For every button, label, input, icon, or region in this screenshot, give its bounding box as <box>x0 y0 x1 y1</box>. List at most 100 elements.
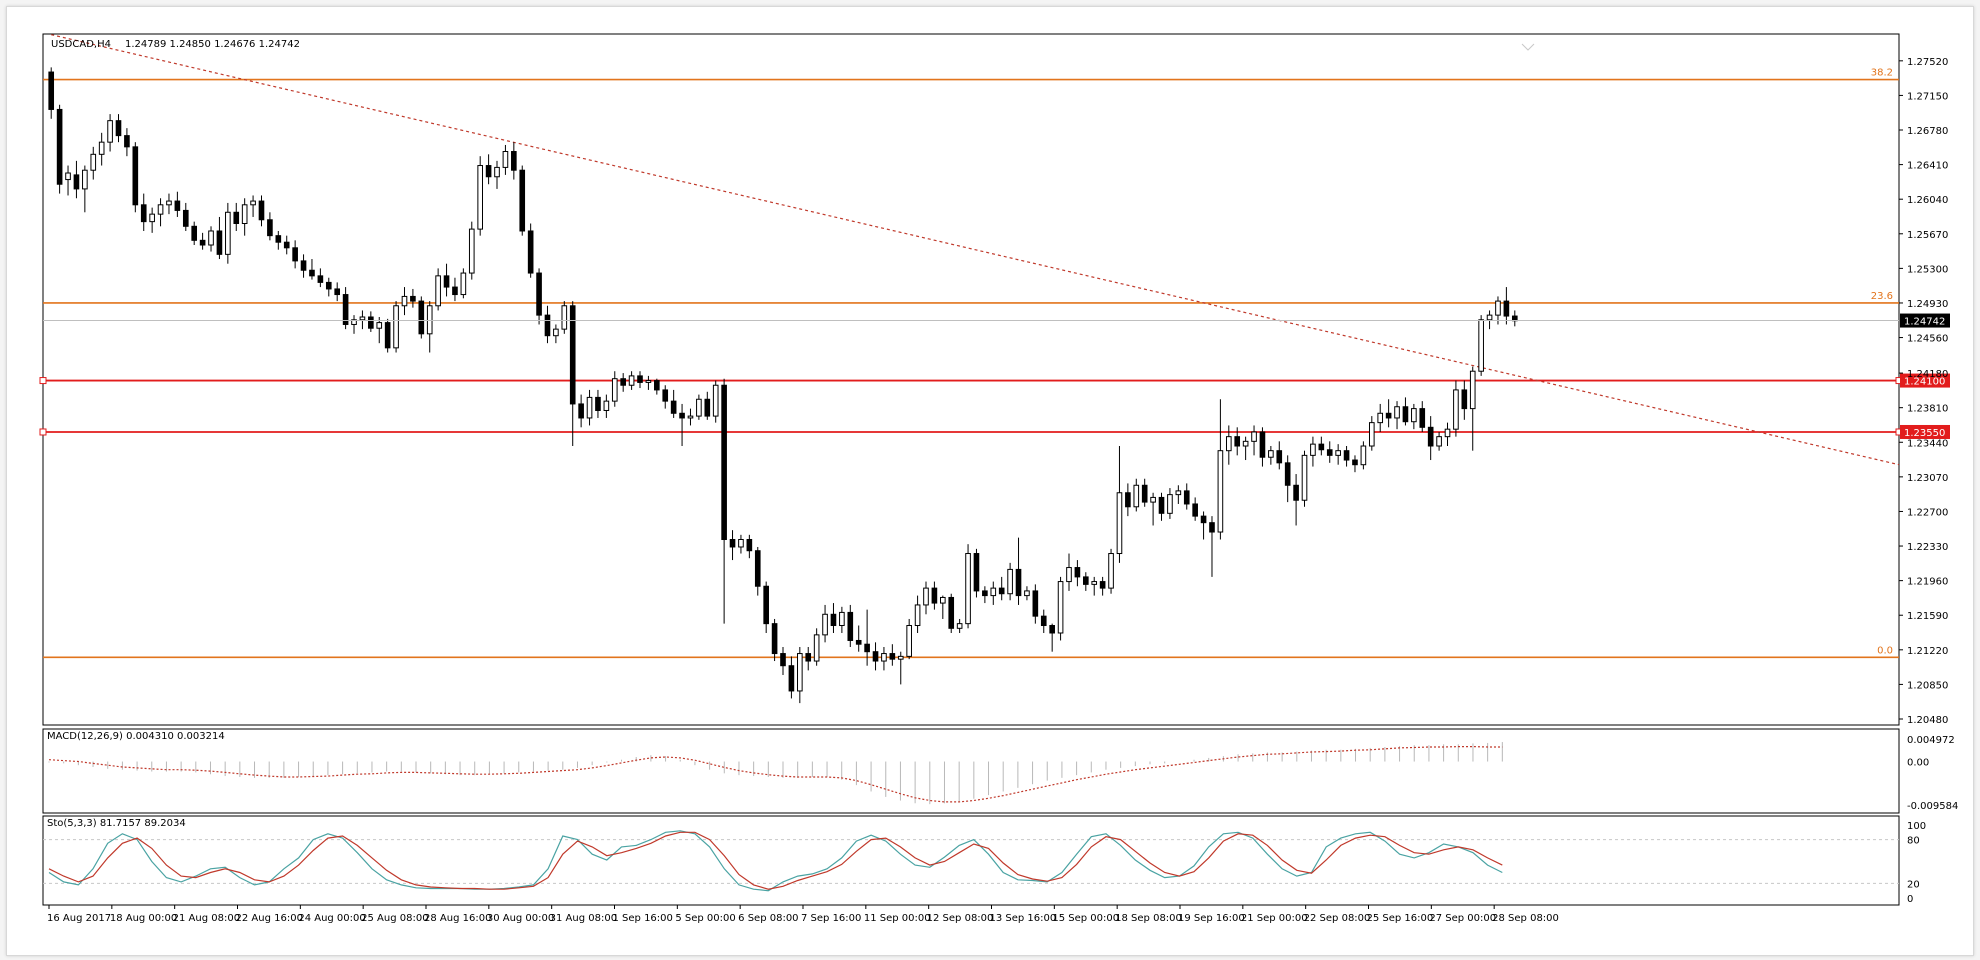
candle-down <box>48 71 55 110</box>
candle-up <box>1024 590 1030 597</box>
candle-down <box>124 135 130 148</box>
candle-up <box>1411 408 1417 423</box>
time-tick-label: 30 Aug 00:00 <box>487 913 554 924</box>
time-tick-label: 31 Aug 08:00 <box>550 913 617 924</box>
candle-up <box>157 204 164 215</box>
candle-up <box>1007 568 1013 595</box>
candle-down <box>309 269 315 277</box>
candle-down <box>670 400 677 414</box>
time-tick-label: 18 Aug 00:00 <box>110 913 177 924</box>
candle-down <box>931 587 938 604</box>
candle-down <box>1461 389 1468 410</box>
time-tick-label: 11 Sep 00:00 <box>864 913 931 924</box>
candle-up <box>712 384 719 417</box>
candle-up <box>956 623 963 629</box>
candle-down <box>998 587 1005 595</box>
candle-up <box>1360 445 1367 466</box>
candle-up <box>738 538 744 548</box>
candle-up <box>1167 494 1173 514</box>
candle-up <box>897 655 904 660</box>
main-panel <box>42 33 1900 726</box>
candle-up <box>797 653 803 692</box>
candle-down <box>637 375 643 383</box>
current-price-box <box>1900 313 1950 328</box>
chart-canvas[interactable]: 38.2 23.6 0.0 1.24100 1.23550 0.004972 0.00 -… <box>7 7 1973 955</box>
candle-down <box>847 611 854 641</box>
candle-up <box>1486 314 1493 321</box>
candle-up <box>65 172 71 181</box>
candle-down <box>317 275 324 283</box>
price-tick-label: 1.26410 <box>1907 161 1948 172</box>
price-tick-label: 1.23070 <box>1907 473 1948 484</box>
candle-down <box>595 396 601 411</box>
price-tick-label: 1.24930 <box>1907 299 1948 310</box>
time-tick-label: 25 Sep 16:00 <box>1367 913 1434 924</box>
price-tick-label: 1.25670 <box>1907 230 1948 241</box>
candle-up <box>1495 300 1501 316</box>
candle-down <box>1209 522 1215 533</box>
price-tick-label: 1.25300 <box>1907 264 1948 275</box>
line-price-label: 1.23550 <box>1904 428 1945 439</box>
price-tick-label: 1.21220 <box>1907 646 1948 657</box>
candle-down <box>729 538 736 548</box>
candle-down <box>1040 615 1047 627</box>
time-tick-label: 25 Aug 08:00 <box>361 913 428 924</box>
candle-down <box>73 174 80 190</box>
macd-label: MACD(12,26,9) 0.004310 0.003214 <box>47 731 225 742</box>
price-tick-label: 1.21590 <box>1907 611 1948 622</box>
candle-down <box>1511 315 1518 322</box>
candle-up <box>149 213 155 223</box>
candle-up <box>1377 412 1384 424</box>
candle-up <box>1116 492 1123 555</box>
candle-up <box>1175 490 1182 496</box>
candle-down <box>258 200 265 221</box>
candle-down <box>182 209 189 227</box>
stoch-main-line <box>48 830 1503 892</box>
candle-down <box>620 378 626 386</box>
time-tick-label: 22 Sep 08:00 <box>1304 913 1371 924</box>
candle-down <box>418 300 425 335</box>
price-tick-label: 1.20850 <box>1907 680 1948 691</box>
shift-marker <box>1521 43 1535 51</box>
candle-up <box>839 611 845 627</box>
candle-up <box>1242 440 1249 447</box>
candle-up <box>250 200 256 206</box>
candle-down <box>519 169 526 232</box>
time-tick-label: 15 Sep 00:00 <box>1052 913 1119 924</box>
stoch-panel <box>42 815 1900 906</box>
time-tick-label: 1 Sep 16:00 <box>613 913 673 924</box>
price-tick-label: 1.23440 <box>1907 438 1948 449</box>
time-tick-label: 19 Sep 16:00 <box>1178 913 1245 924</box>
stoch-label: Sto(5,3,3) 81.7157 89.2034 <box>47 818 186 829</box>
fib-label: 23.6 <box>1871 291 1893 302</box>
candle-down <box>1183 490 1190 505</box>
candle-up <box>914 604 921 627</box>
candle-up <box>553 328 559 337</box>
candle-up <box>468 228 475 274</box>
candle-down <box>1318 443 1325 451</box>
time-tick-label: 6 Sep 08:00 <box>738 913 798 924</box>
candle-down <box>368 316 374 329</box>
candle-down <box>191 225 198 241</box>
candle-down <box>948 596 955 629</box>
price-tick-label: 1.22330 <box>1907 542 1948 553</box>
candle-down <box>1402 406 1409 423</box>
candle-down <box>721 384 727 540</box>
candle-down <box>872 651 879 662</box>
candle-up <box>460 272 467 296</box>
candle-down <box>1192 503 1198 517</box>
candle-up <box>1150 496 1156 503</box>
price-tick-label: 1.20480 <box>1907 715 1948 726</box>
candle-down <box>1141 484 1148 503</box>
candle-up <box>376 322 383 329</box>
price-tick-label: 1.23810 <box>1907 404 1948 415</box>
candle-down <box>199 239 206 246</box>
candle-down <box>544 314 551 337</box>
time-tick-label: 16 Aug 2017 <box>47 913 111 924</box>
stoch-signal-line <box>48 831 1503 890</box>
stoch-tick-label: 80 <box>1907 836 1920 847</box>
time-tick-label: 5 Sep 00:00 <box>675 913 735 924</box>
candle-down <box>536 272 542 316</box>
price-tick-label: 1.21960 <box>1907 577 1948 588</box>
candle-up <box>687 415 694 419</box>
